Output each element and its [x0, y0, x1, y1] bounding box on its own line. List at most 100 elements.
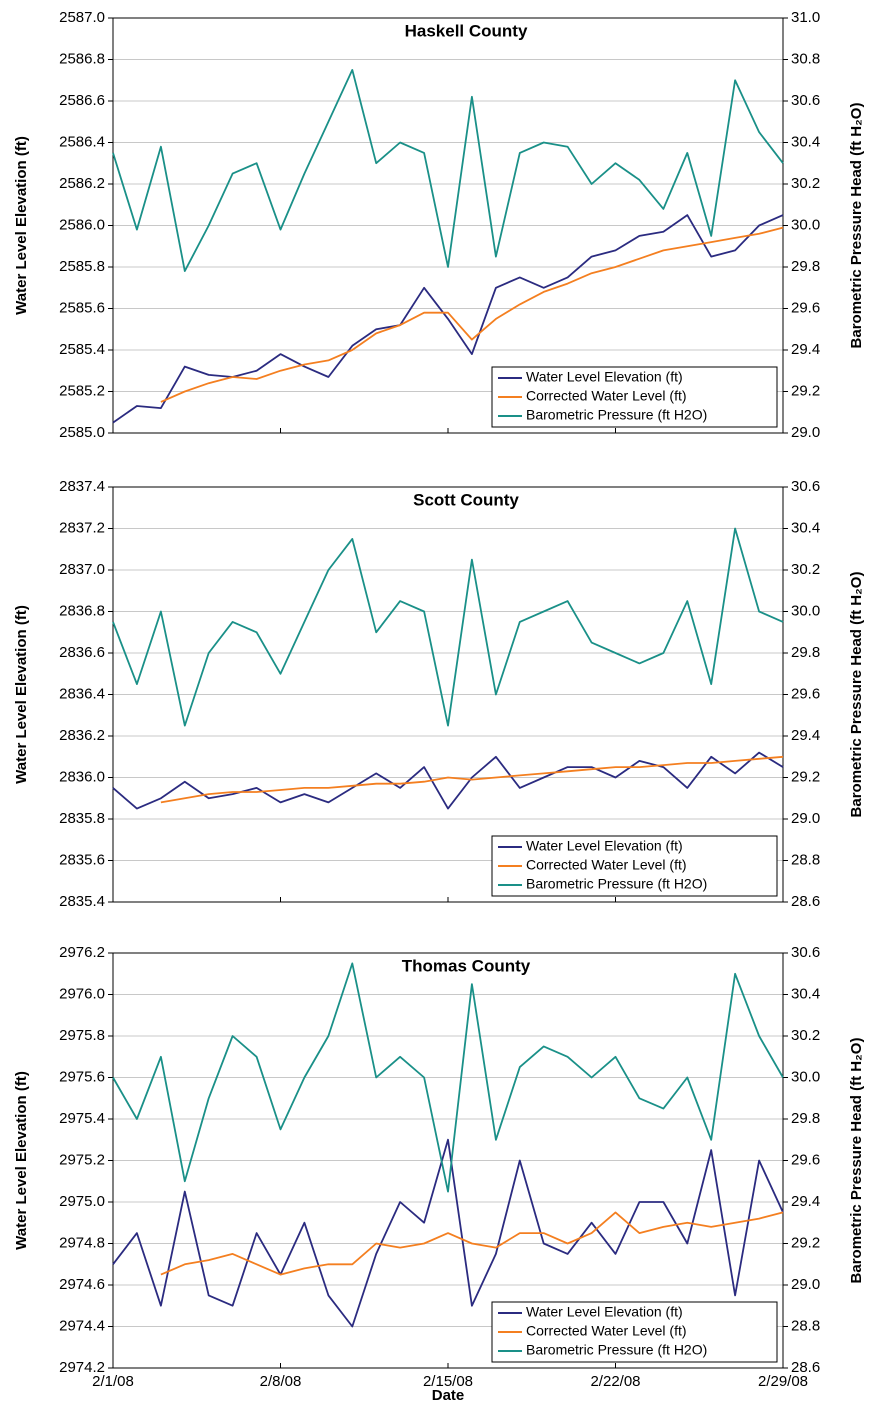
y-tick-label: 2836.8 — [59, 602, 105, 619]
y-tick-label: 2585.4 — [59, 341, 105, 358]
y2-tick-label: 29.6 — [791, 1151, 820, 1168]
y-tick-label: 2976.2 — [59, 944, 105, 961]
y2-tick-label: 29.4 — [791, 341, 820, 358]
x-tick-label: 2/8/08 — [260, 1373, 302, 1390]
y-tick-label: 2837.2 — [59, 519, 105, 536]
y2-tick-label: 29.0 — [791, 1276, 820, 1293]
y2-axis-label: Barometric Pressure Head (ft H₂O) — [848, 1038, 865, 1284]
series-line — [112, 962, 784, 1193]
y2-tick-label: 30.0 — [791, 216, 820, 233]
legend-box — [491, 835, 778, 897]
y-tick-label: 2975.4 — [59, 1110, 105, 1127]
y-tick-label: 2974.6 — [59, 1276, 105, 1293]
plot-frame — [112, 17, 784, 434]
y-tick-label: 2837.4 — [59, 478, 105, 495]
legend-label: Barometric Pressure (ft H2O) — [526, 407, 707, 423]
legend-label: Corrected Water Level (ft) — [526, 857, 687, 873]
y2-tick-label: 29.8 — [791, 258, 820, 275]
legend-label: Barometric Pressure (ft H2O) — [526, 876, 707, 892]
y2-tick-label: 30.4 — [791, 133, 820, 150]
legend-label: Water Level Elevation (ft) — [526, 1304, 683, 1320]
legend-box — [491, 1301, 778, 1363]
y-tick-label: 2975.2 — [59, 1151, 105, 1168]
legend-label: Water Level Elevation (ft) — [526, 369, 683, 385]
y2-tick-label: 30.6 — [791, 478, 820, 495]
y-tick-label: 2835.8 — [59, 810, 105, 827]
y2-tick-label: 30.2 — [791, 1027, 820, 1044]
chart-title: Haskell County — [405, 21, 528, 40]
y-tick-label: 2586.6 — [59, 92, 105, 109]
series-line — [160, 1211, 784, 1276]
legend-label: Corrected Water Level (ft) — [526, 388, 687, 404]
y2-tick-label: 29.6 — [791, 685, 820, 702]
x-tick-label: 2/22/08 — [590, 1373, 640, 1390]
series-line — [112, 69, 784, 272]
y2-tick-label: 29.2 — [791, 768, 820, 785]
chart-title: Thomas County — [402, 956, 531, 975]
plot-frame — [112, 486, 784, 903]
y2-tick-label: 30.2 — [791, 175, 820, 192]
y2-tick-label: 30.6 — [791, 944, 820, 961]
y-tick-label: 2974.4 — [59, 1317, 105, 1334]
y2-tick-label: 29.8 — [791, 644, 820, 661]
y-tick-label: 2975.0 — [59, 1193, 105, 1210]
y2-tick-label: 30.4 — [791, 519, 820, 536]
y2-tick-label: 30.8 — [791, 50, 820, 67]
y-tick-label: 2837.0 — [59, 561, 105, 578]
series-line — [112, 527, 784, 727]
x-tick-label: 2/29/08 — [758, 1373, 808, 1390]
y2-tick-label: 28.6 — [791, 893, 820, 910]
y-tick-label: 2975.6 — [59, 1068, 105, 1085]
y-axis-label: Water Level Elevation (ft) — [13, 1071, 30, 1250]
y-tick-label: 2835.4 — [59, 893, 105, 910]
y2-tick-label: 30.2 — [791, 561, 820, 578]
y2-tick-label: 29.4 — [791, 727, 820, 744]
chart-title: Scott County — [413, 490, 519, 509]
y2-tick-label: 29.2 — [791, 1234, 820, 1251]
y-tick-label: 2587.0 — [59, 9, 105, 26]
y-axis-label: Water Level Elevation (ft) — [13, 605, 30, 784]
legend-label: Barometric Pressure (ft H2O) — [526, 1342, 707, 1358]
y2-tick-label: 30.0 — [791, 602, 820, 619]
legend-label: Water Level Elevation (ft) — [526, 838, 683, 854]
y2-tick-label: 29.0 — [791, 424, 820, 441]
y-tick-label: 2835.6 — [59, 851, 105, 868]
y-tick-label: 2836.4 — [59, 685, 105, 702]
y2-tick-label: 29.2 — [791, 382, 820, 399]
y2-tick-label: 30.4 — [791, 985, 820, 1002]
series-line — [112, 214, 784, 424]
y-tick-label: 2836.6 — [59, 644, 105, 661]
y2-tick-label: 30.0 — [791, 1068, 820, 1085]
y2-tick-label: 29.4 — [791, 1193, 820, 1210]
y-tick-label: 2974.8 — [59, 1234, 105, 1251]
y-tick-label: 2586.0 — [59, 216, 105, 233]
legend-label: Corrected Water Level (ft) — [526, 1323, 687, 1339]
y2-tick-label: 30.6 — [791, 92, 820, 109]
y2-tick-label: 29.6 — [791, 299, 820, 316]
x-axis-label: Date — [432, 1387, 465, 1404]
y2-tick-label: 29.0 — [791, 810, 820, 827]
y-tick-label: 2836.0 — [59, 768, 105, 785]
y2-tick-label: 28.8 — [791, 851, 820, 868]
series-line — [112, 751, 784, 810]
series-line — [160, 226, 784, 403]
y-tick-label: 2975.8 — [59, 1027, 105, 1044]
y-tick-label: 2585.8 — [59, 258, 105, 275]
y-tick-label: 2585.2 — [59, 382, 105, 399]
y-tick-label: 2974.2 — [59, 1359, 105, 1376]
legend-box — [491, 366, 778, 428]
x-tick-label: 2/15/08 — [423, 1373, 473, 1390]
series-line — [160, 755, 784, 804]
y-tick-label: 2976.0 — [59, 985, 105, 1002]
y-tick-label: 2836.2 — [59, 727, 105, 744]
y-axis-label: Water Level Elevation (ft) — [13, 136, 30, 315]
y2-axis-label: Barometric Pressure Head (ft H₂O) — [848, 103, 865, 349]
y-tick-label: 2585.0 — [59, 424, 105, 441]
y2-tick-label: 31.0 — [791, 9, 820, 26]
y-tick-label: 2586.8 — [59, 50, 105, 67]
x-tick-label: 2/1/08 — [92, 1373, 134, 1390]
y2-tick-label: 28.6 — [791, 1359, 820, 1376]
y-tick-label: 2586.2 — [59, 175, 105, 192]
y-tick-label: 2586.4 — [59, 133, 105, 150]
